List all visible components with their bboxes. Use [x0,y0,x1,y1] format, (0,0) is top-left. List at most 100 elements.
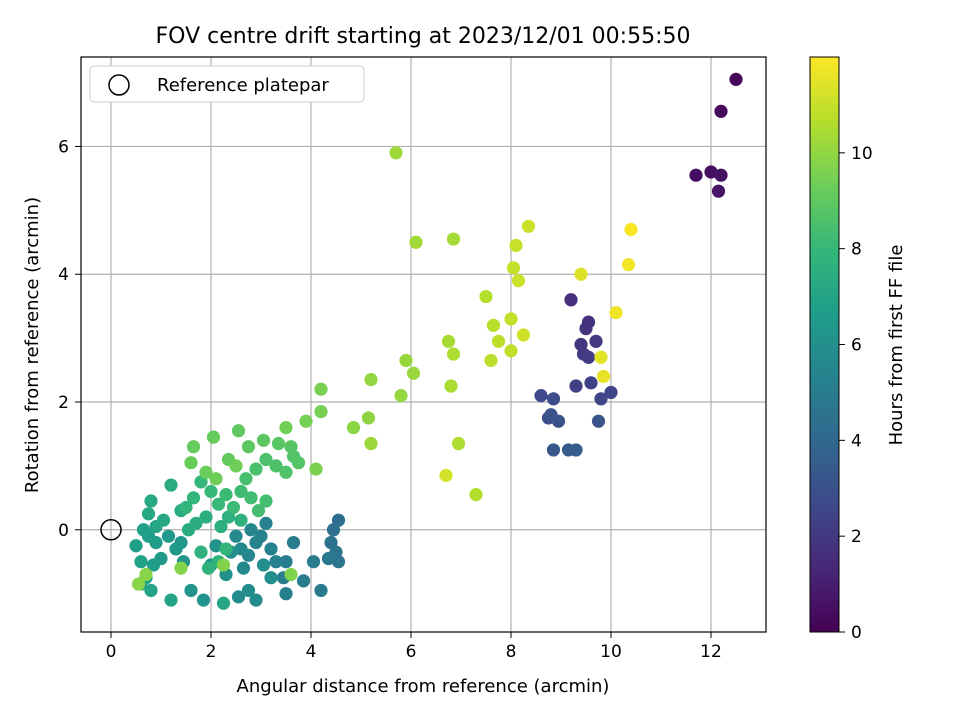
data-point [546,392,561,406]
data-point [511,274,526,288]
data-point [729,72,743,86]
data-point [174,561,188,575]
x-axis-label: Angular distance from reference (arcmin) [237,676,610,697]
data-point [241,583,256,598]
data-point [216,596,231,610]
data-point [256,558,271,572]
data-point [186,440,201,454]
data-point [239,472,253,486]
y-tick-label: 0 [58,521,69,541]
data-point [269,555,283,569]
data-point [156,513,171,527]
data-point [206,430,221,444]
data-point [596,369,611,384]
data-point [594,392,608,406]
data-point [249,593,263,607]
data-point [189,516,203,530]
data-point [409,235,423,249]
data-point [394,389,408,403]
data-point [534,389,548,403]
x-tick-label: 2 [206,642,217,662]
data-point [199,465,213,479]
data-point [134,555,148,569]
data-point [604,385,618,400]
data-point [444,379,458,393]
data-point [331,555,346,569]
data-point [609,305,623,320]
data-point [364,373,378,387]
data-point [229,459,243,473]
data-point [179,500,193,515]
data-point [249,462,263,476]
data-point [136,523,151,537]
data-point [279,465,293,479]
data-point [361,411,376,425]
data-point [279,420,293,435]
points-layer [100,72,743,610]
data-point [229,529,243,543]
data-point [284,567,298,582]
data-point [594,350,608,364]
data-point [259,516,273,530]
data-point [284,440,298,454]
data-point [241,440,256,454]
data-point [234,484,248,499]
data-point [504,344,518,358]
data-point [226,500,241,515]
x-axis: 0 2 4 6 8 10 12 [106,632,722,662]
data-point [579,321,593,336]
data-point [504,312,518,326]
data-point [141,507,156,521]
colorbar-tick-label: 4 [851,431,862,451]
colorbar-ticks: 0 2 4 6 8 10 [839,144,873,643]
data-point [689,168,703,182]
data-point [234,513,248,527]
data-point [279,555,293,569]
data-point [184,456,198,470]
data-point [446,232,461,246]
colorbar-tick-label: 2 [851,527,862,547]
data-point [441,334,456,348]
data-point [164,478,178,492]
data-point [131,577,146,591]
data-point [169,542,183,556]
data-point [326,523,341,537]
data-point [484,353,498,368]
data-point [589,334,603,348]
data-point [306,555,321,569]
data-point [244,523,258,537]
data-point [279,587,293,601]
data-point [491,334,506,348]
data-point [389,146,403,160]
data-point [291,456,306,470]
data-point [314,404,328,419]
data-point [129,539,143,553]
legend-marker-reference [108,74,130,96]
data-point [144,583,158,598]
data-point [199,510,213,524]
data-point [256,433,271,447]
data-point [194,545,208,559]
legend: Reference platepar [89,65,365,103]
x-tick-label: 8 [506,642,517,662]
y-tick-label: 2 [58,393,69,413]
y-tick-label: 6 [58,137,69,157]
plot-frame [80,56,767,633]
y-axis: 0 2 4 6 [58,137,81,541]
data-point [516,328,531,342]
data-point [584,376,598,390]
colorbar-tick-label: 0 [851,623,862,643]
data-point [544,408,558,422]
data-point [564,293,578,307]
data-point [231,590,246,604]
data-point [509,238,523,253]
colorbar-tick-label: 8 [851,240,862,260]
data-point [161,529,176,543]
data-point [271,436,286,451]
chart-title: FOV centre drift starting at 2023/12/01 … [156,24,691,49]
data-point [219,542,233,556]
data-point [451,436,466,451]
data-point [364,436,378,451]
data-point [569,379,583,393]
